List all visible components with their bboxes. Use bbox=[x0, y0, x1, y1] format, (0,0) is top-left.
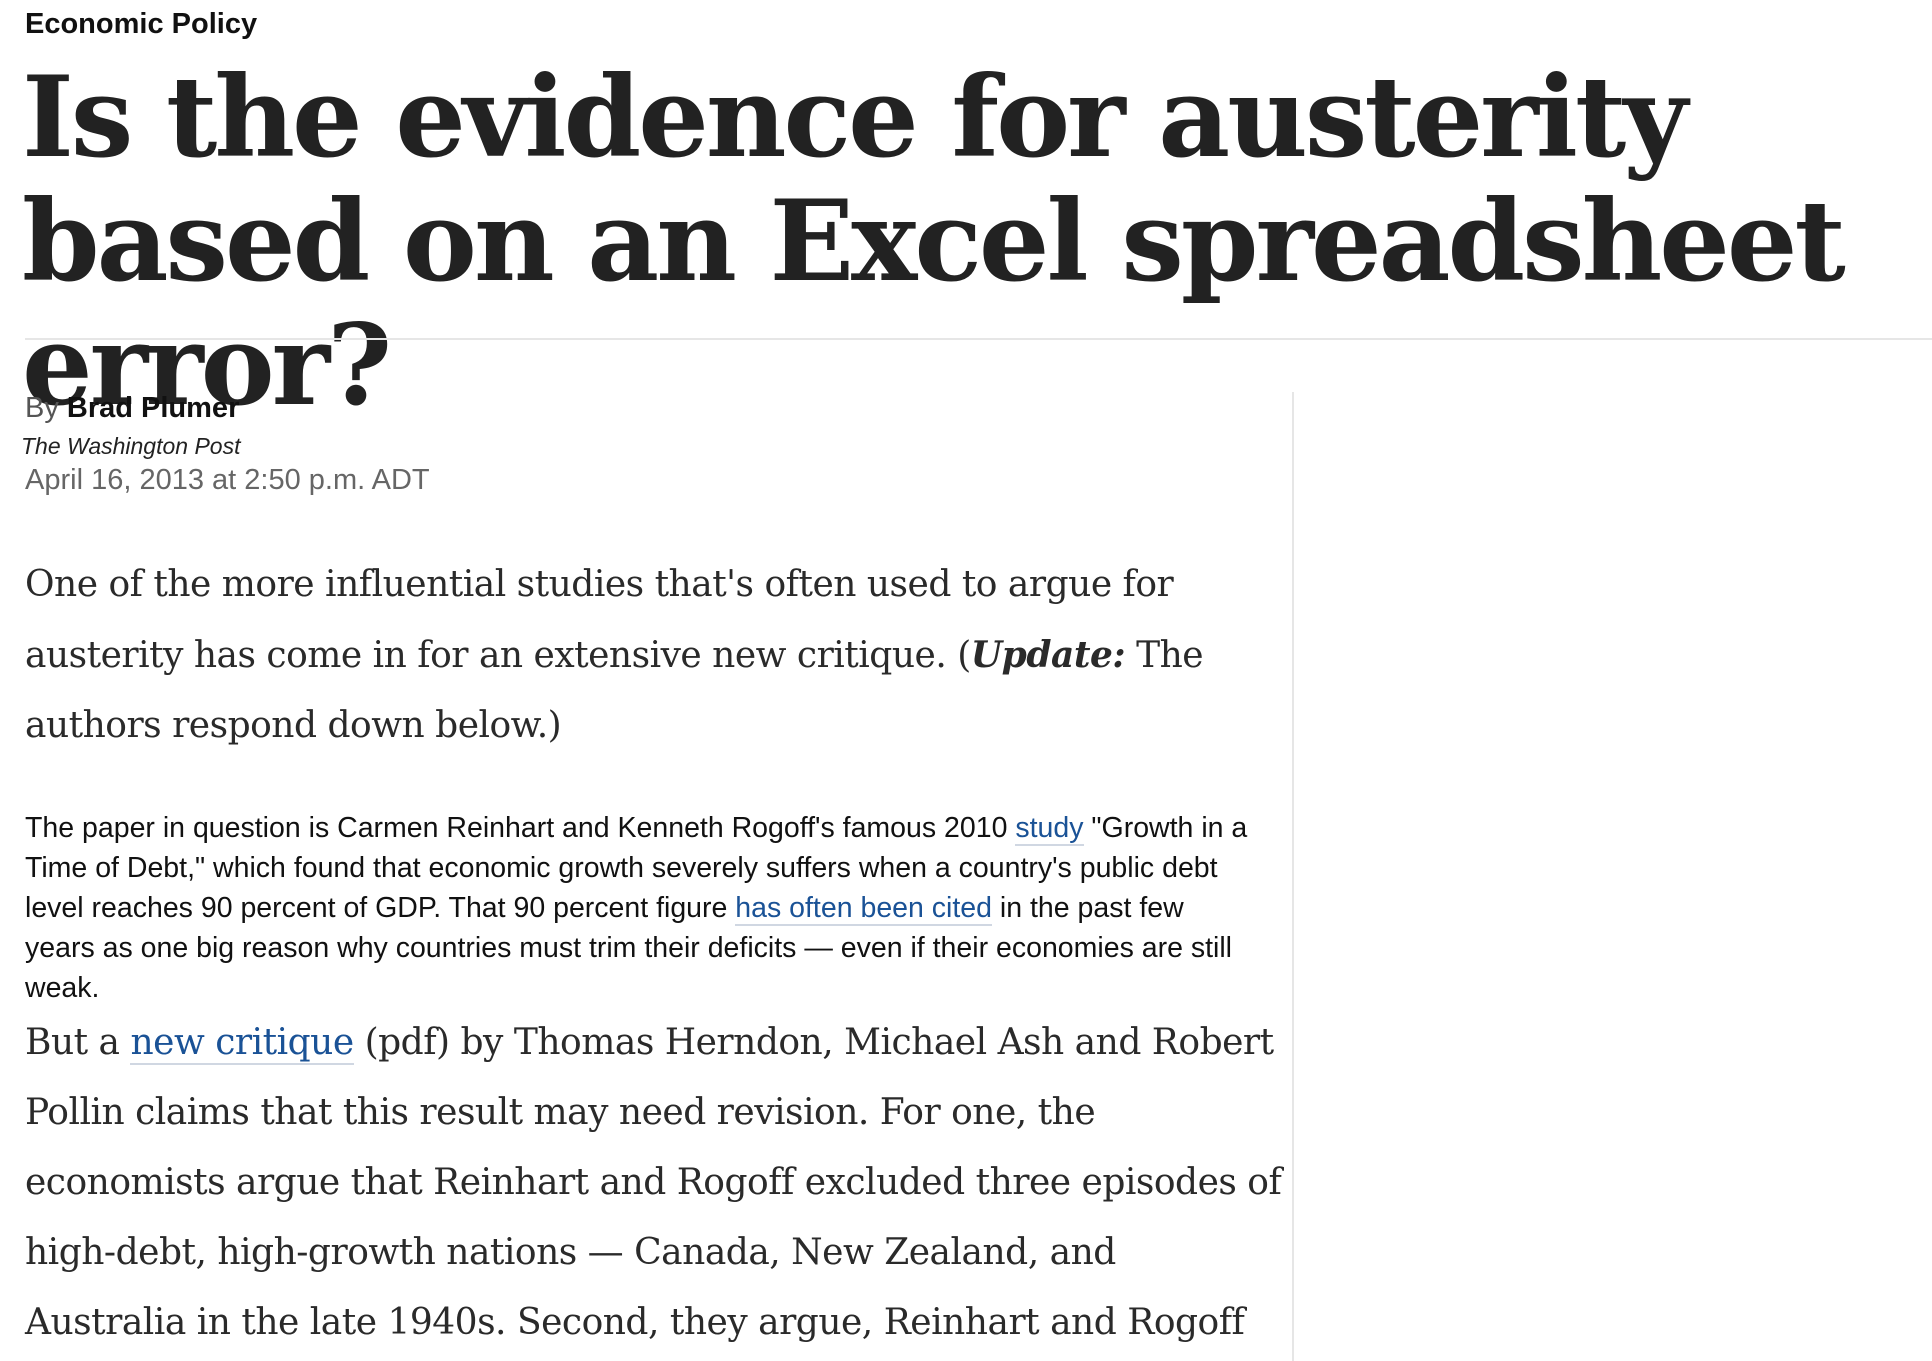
study-paragraph: The paper in question is Carmen Reinhart… bbox=[25, 808, 1260, 1008]
critique-text-b: (pdf) by Thomas Herndon, Michael Ash and… bbox=[25, 1022, 1282, 1343]
often-cited-link[interactable]: has often been cited bbox=[735, 892, 992, 926]
update-text: The authors respond down below.) bbox=[25, 635, 1204, 746]
column-divider bbox=[1292, 392, 1294, 1361]
intro-text: One of the more influential studies that… bbox=[25, 564, 1174, 676]
critique-paragraph: But a new critique (pdf) by Thomas Hernd… bbox=[25, 1008, 1285, 1358]
update-label: Update: bbox=[970, 634, 1126, 676]
byline-prefix: By bbox=[25, 392, 59, 424]
intro-paragraph: One of the more influential studies that… bbox=[25, 550, 1255, 761]
publication-name: The Washington Post bbox=[21, 433, 241, 459]
article-headline: Is the evidence for austerity based on a… bbox=[22, 53, 1846, 431]
study-text-a: The paper in question is Carmen Reinhart… bbox=[25, 812, 1016, 844]
author-name-link[interactable]: Brad Plumer bbox=[66, 392, 240, 424]
study-text-b: "Growth in a Time of Debt," which found … bbox=[25, 812, 1248, 924]
headline-divider bbox=[25, 338, 1932, 340]
critique-text-a: But a bbox=[25, 1022, 131, 1063]
publish-date: April 16, 2013 at 2:50 p.m. ADT bbox=[25, 464, 430, 496]
byline: By Brad Plumer bbox=[25, 390, 239, 426]
new-critique-link[interactable]: new critique bbox=[130, 1022, 354, 1065]
study-link[interactable]: study bbox=[1015, 812, 1084, 846]
study-text-c: in the past few years as one big reason … bbox=[25, 892, 1233, 1004]
section-label[interactable]: Economic Policy bbox=[25, 8, 258, 40]
